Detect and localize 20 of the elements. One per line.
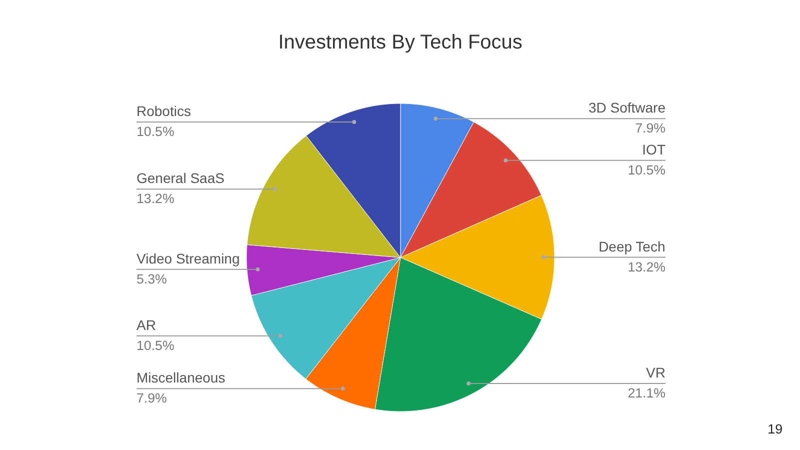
data-label: 10.5% <box>628 162 666 178</box>
slice-label: VR <box>646 364 666 380</box>
data-label: 5.3% <box>136 271 168 286</box>
data-label: 7.9% <box>136 390 168 406</box>
data-label: 7.9% <box>635 120 666 136</box>
data-label: 10.5% <box>136 338 174 353</box>
data-label: 10.5% <box>136 124 174 139</box>
slice-label: Video Streaming <box>136 250 240 266</box>
slice-label: Miscellaneous <box>136 370 226 386</box>
data-label: 13.2% <box>628 259 666 274</box>
data-label: 13.2% <box>136 191 174 206</box>
data-label: 21.1% <box>628 385 666 400</box>
slice-label: Robotics <box>136 102 191 119</box>
chart-title: Investments By Tech Focus <box>278 32 522 54</box>
slice-label: IOT <box>642 141 666 158</box>
slice-label: Deep Tech <box>598 238 666 254</box>
slice-label: 3D Software <box>588 100 666 116</box>
slice-label: General SaaS <box>136 170 224 186</box>
slice-label: AR <box>136 316 156 333</box>
text: 19 <box>768 422 783 436</box>
